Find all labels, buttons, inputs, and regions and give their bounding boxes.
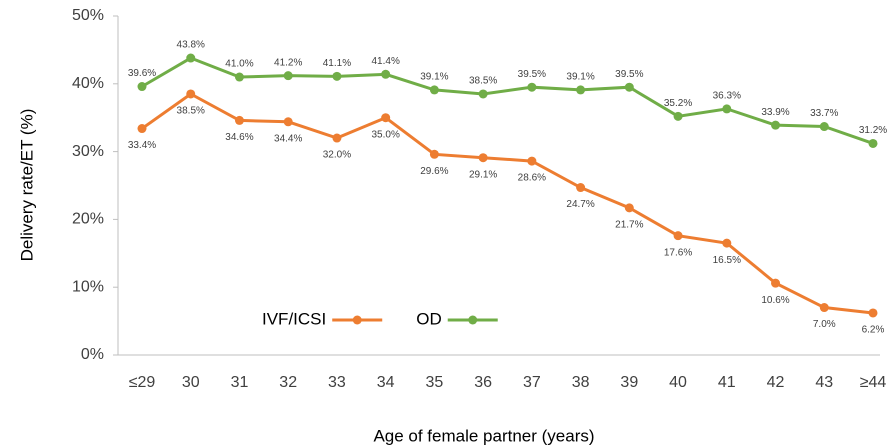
value-label: 41.4% <box>371 56 399 67</box>
legend-marker <box>468 315 478 325</box>
x-tick-label: 33 <box>328 374 346 391</box>
point <box>186 89 196 99</box>
point <box>381 69 391 79</box>
value-label: 7.0% <box>813 319 836 330</box>
value-label: 36.3% <box>713 91 741 102</box>
value-label: 29.6% <box>420 166 448 177</box>
point <box>527 82 537 92</box>
point <box>722 238 732 248</box>
series-line <box>141 56 874 145</box>
point <box>137 82 147 92</box>
point <box>673 231 683 241</box>
x-tick-label: 40 <box>669 374 687 391</box>
y-tick-label: 0% <box>81 346 104 363</box>
y-tick-label: 10% <box>72 278 104 295</box>
x-tick-label: 41 <box>718 374 736 391</box>
value-label: 39.1% <box>420 72 448 83</box>
point <box>332 71 342 81</box>
point <box>673 111 683 121</box>
value-label: 24.7% <box>566 199 594 210</box>
value-label: 32.0% <box>323 150 351 161</box>
point <box>332 133 342 143</box>
x-axis-label: Age of female partner (years) <box>373 426 594 445</box>
point <box>868 308 878 318</box>
x-tick-label: 31 <box>231 374 249 391</box>
value-label: 41.2% <box>274 57 302 68</box>
point <box>624 203 634 213</box>
x-tick-label: 36 <box>474 374 492 391</box>
value-label: 38.5% <box>177 106 205 117</box>
legend-label: OD <box>416 309 442 328</box>
value-label: 10.6% <box>761 295 789 306</box>
value-label: 35.0% <box>371 129 399 140</box>
value-label: 43.8% <box>177 40 205 51</box>
x-tick-label: 43 <box>815 374 833 391</box>
value-label: 38.5% <box>469 76 497 87</box>
point <box>381 113 391 123</box>
point <box>868 138 878 148</box>
y-tick-label: 20% <box>72 211 104 228</box>
value-label: 34.4% <box>274 133 302 144</box>
value-label: 39.1% <box>566 72 594 83</box>
y-tick-label: 40% <box>72 75 104 92</box>
value-label: 39.5% <box>615 69 643 80</box>
x-tick-label: 34 <box>377 374 395 391</box>
value-label: 28.6% <box>518 173 546 184</box>
point <box>527 156 537 166</box>
point <box>234 115 244 125</box>
legend-label: IVF/ICSI <box>262 309 326 328</box>
point <box>819 303 829 313</box>
x-tick-label: 38 <box>572 374 590 391</box>
x-tick-label: ≥44 <box>860 374 887 391</box>
point <box>283 71 293 81</box>
y-tick-label: 50% <box>72 7 104 24</box>
value-label: 6.2% <box>862 325 885 336</box>
value-label: 31.2% <box>859 125 887 136</box>
series-line <box>141 92 874 315</box>
value-label: 17.6% <box>664 247 692 258</box>
value-label: 39.6% <box>128 68 156 79</box>
x-tick-label: 39 <box>620 374 638 391</box>
value-label: 33.4% <box>128 140 156 151</box>
point <box>576 183 586 193</box>
value-label: 34.6% <box>225 132 253 143</box>
point <box>186 53 196 63</box>
value-label: 33.7% <box>810 108 838 119</box>
point <box>137 124 147 134</box>
point <box>429 85 439 95</box>
x-tick-label: ≤29 <box>129 374 156 391</box>
point <box>283 117 293 127</box>
point <box>624 82 634 92</box>
x-tick-label: 30 <box>182 374 200 391</box>
value-label: 39.5% <box>518 69 546 80</box>
point <box>478 153 488 163</box>
point <box>234 72 244 82</box>
point <box>819 122 829 132</box>
value-label: 35.2% <box>664 98 692 109</box>
value-label: 29.1% <box>469 169 497 180</box>
legend-marker <box>352 315 362 325</box>
value-label: 21.7% <box>615 220 643 231</box>
point <box>576 85 586 95</box>
y-tick-label: 30% <box>72 143 104 160</box>
point <box>478 89 488 99</box>
point <box>722 104 732 114</box>
point <box>771 278 781 288</box>
value-label: 33.9% <box>761 107 789 118</box>
x-tick-label: 32 <box>279 374 297 391</box>
value-label: 16.5% <box>713 255 741 266</box>
value-label: 41.1% <box>323 58 351 69</box>
x-tick-label: 42 <box>767 374 785 391</box>
point <box>429 149 439 159</box>
y-axis-label: Delivery rate/ET (%) <box>17 109 36 262</box>
x-tick-label: 35 <box>426 374 444 391</box>
point <box>771 120 781 130</box>
value-label: 41.0% <box>225 59 253 70</box>
x-tick-label: 37 <box>523 374 541 391</box>
